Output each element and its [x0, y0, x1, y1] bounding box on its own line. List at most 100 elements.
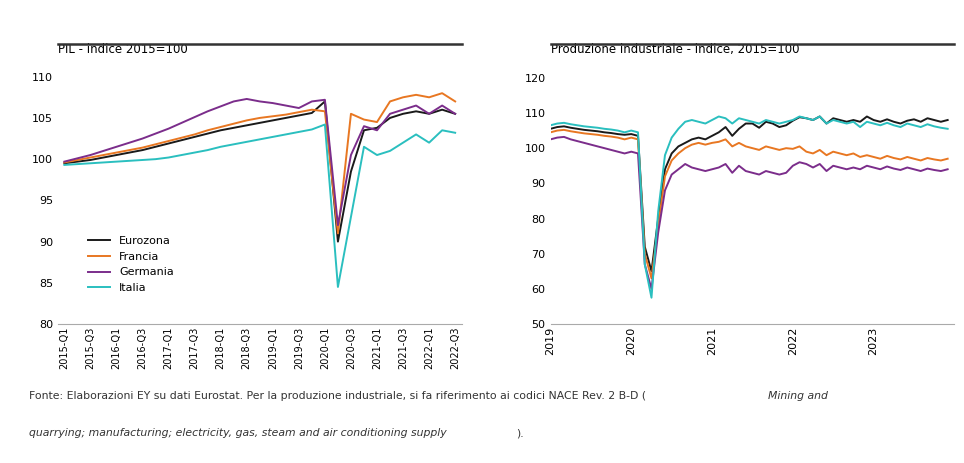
Germania: [85, 152, 96, 158]
Italia: [319, 122, 331, 127]
Italia: [267, 134, 279, 140]
Germania: [307, 99, 318, 104]
Francia: [149, 142, 161, 147]
Francia: [163, 138, 174, 144]
Eurozona: [359, 127, 370, 133]
Germania: [71, 156, 83, 161]
Germania: [201, 108, 213, 114]
Italia: [149, 156, 161, 162]
Text: Produzione industriale - indice, 2015=100: Produzione industriale - indice, 2015=10…: [550, 43, 799, 56]
Germania: [345, 152, 357, 158]
Italia: [59, 162, 70, 168]
Francia: [345, 111, 357, 117]
Germania: [241, 96, 253, 102]
Francia: [267, 113, 279, 119]
Francia: [241, 118, 253, 123]
Germania: [359, 123, 370, 129]
Germania: [267, 100, 279, 106]
Italia: [228, 142, 239, 147]
Eurozona: [307, 110, 318, 116]
Eurozona: [449, 111, 461, 117]
Francia: [280, 112, 291, 118]
Eurozona: [241, 123, 253, 128]
Eurozona: [175, 138, 187, 143]
Eurozona: [254, 120, 265, 125]
Francia: [59, 160, 70, 165]
Germania: [163, 126, 174, 131]
Germania: [411, 103, 422, 108]
Francia: [189, 131, 201, 137]
Italia: [111, 159, 122, 164]
Italia: [293, 129, 305, 135]
Eurozona: [71, 159, 83, 164]
Francia: [371, 119, 383, 125]
Francia: [423, 94, 435, 100]
Italia: [254, 137, 265, 142]
Text: PIL - indice 2015=100: PIL - indice 2015=100: [58, 43, 188, 56]
Legend: Eurozona, Francia, Germania, Italia: Eurozona, Francia, Germania, Italia: [84, 232, 178, 297]
Francia: [137, 145, 148, 150]
Francia: [397, 94, 409, 100]
Eurozona: [385, 115, 396, 121]
Germania: [137, 136, 148, 141]
Eurozona: [345, 169, 357, 174]
Eurozona: [137, 147, 148, 153]
Francia: [97, 152, 109, 158]
Germania: [423, 111, 435, 117]
Germania: [385, 111, 396, 117]
Italia: [437, 127, 448, 133]
Italia: [97, 160, 109, 165]
Eurozona: [293, 113, 305, 118]
Francia: [385, 99, 396, 104]
Italia: [280, 131, 291, 137]
Italia: [423, 140, 435, 145]
Francia: [201, 127, 213, 133]
Eurozona: [267, 118, 279, 123]
Eurozona: [397, 111, 409, 117]
Germania: [123, 140, 135, 145]
Francia: [228, 121, 239, 126]
Italia: [71, 161, 83, 167]
Francia: [449, 99, 461, 104]
Italia: [359, 144, 370, 150]
Germania: [319, 97, 331, 103]
Italia: [411, 131, 422, 137]
Germania: [97, 148, 109, 154]
Eurozona: [85, 157, 96, 163]
Francia: [175, 135, 187, 140]
Italia: [137, 157, 148, 163]
Italia: [397, 140, 409, 145]
Eurozona: [319, 99, 331, 104]
Francia: [307, 107, 318, 113]
Italia: [333, 284, 344, 290]
Germania: [215, 104, 227, 109]
Italia: [241, 139, 253, 144]
Eurozona: [123, 150, 135, 156]
Francia: [123, 147, 135, 153]
Eurozona: [423, 111, 435, 117]
Germania: [228, 99, 239, 104]
Eurozona: [371, 125, 383, 131]
Francia: [111, 150, 122, 156]
Text: ).: ).: [516, 428, 523, 438]
Germania: [371, 127, 383, 133]
Eurozona: [59, 161, 70, 166]
Francia: [85, 155, 96, 160]
Eurozona: [437, 107, 448, 113]
Italia: [345, 214, 357, 219]
Italia: [385, 148, 396, 154]
Italia: [307, 127, 318, 132]
Francia: [293, 109, 305, 115]
Line: Germania: Germania: [65, 99, 455, 225]
Italia: [163, 155, 174, 160]
Eurozona: [411, 108, 422, 114]
Francia: [359, 117, 370, 122]
Italia: [189, 150, 201, 156]
Italia: [215, 144, 227, 150]
Italia: [123, 158, 135, 163]
Eurozona: [149, 144, 161, 150]
Italia: [201, 147, 213, 153]
Line: Italia: Italia: [65, 125, 455, 287]
Francia: [215, 124, 227, 130]
Francia: [437, 90, 448, 96]
